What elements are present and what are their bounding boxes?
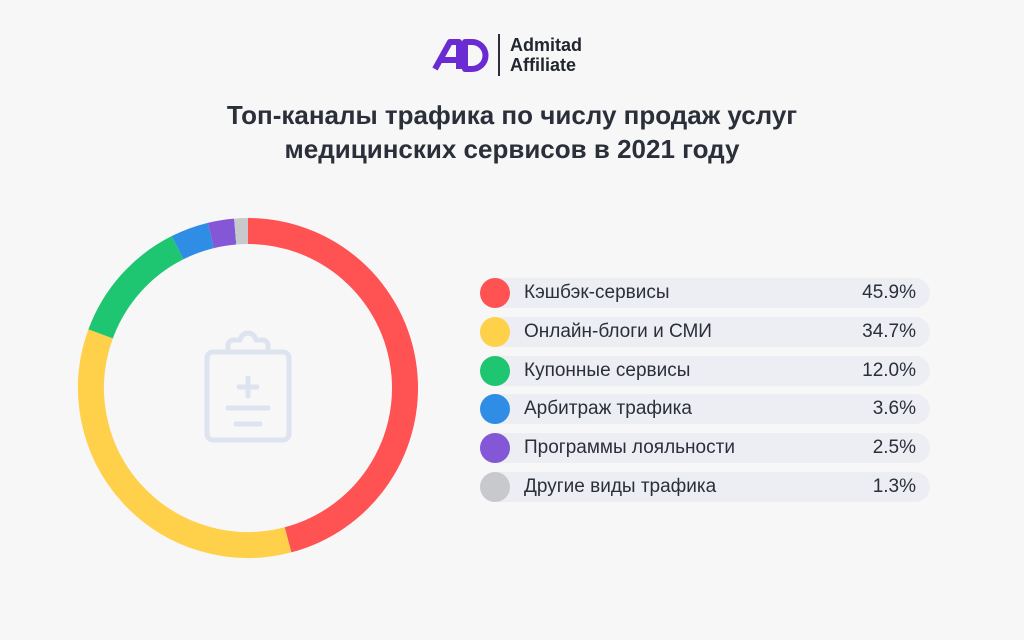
legend-item-4: Программы лояльности 2.5%	[480, 433, 930, 464]
brand-line-2: Affiliate	[510, 55, 577, 75]
legend-color-dot	[480, 278, 510, 308]
donut-slice-2	[88, 236, 184, 339]
legend-item-background	[480, 394, 930, 425]
legend-label: Арбитраж трафика	[524, 398, 692, 420]
legend-item-2: Купонные сервисы 12.0%	[480, 355, 930, 386]
legend-value: 34.7%	[862, 320, 916, 342]
chart-title-line-1: Топ-каналы трафика по числу продаж услуг	[226, 100, 798, 130]
legend-color-dot	[480, 433, 510, 464]
legend-item-background	[480, 316, 930, 347]
donut-slice-1	[78, 329, 292, 558]
legend-item-background	[480, 355, 930, 386]
legend-color-dot	[480, 471, 510, 502]
chart-title-line-2: медицинских сервисов в 2021 году	[284, 134, 740, 164]
legend-value: 2.5%	[872, 437, 916, 459]
legend-label: Программы лояльности	[524, 437, 735, 459]
legend-color-dot	[480, 394, 510, 425]
legend-item-background	[480, 471, 930, 502]
donut-slice-4	[207, 218, 237, 249]
legend-value: 1.3%	[872, 475, 916, 497]
admitad-logo-icon	[432, 39, 489, 72]
donut-slice-0	[247, 218, 418, 553]
donut-slice-5	[234, 218, 249, 245]
medical-clipboard-icon	[204, 330, 292, 443]
logo-divider	[498, 34, 500, 76]
legend-value: 12.0%	[862, 359, 916, 381]
legend-item-0: Кэшбэк-сервисы 45.9%	[480, 278, 930, 308]
logo-text: Admitad Affiliate	[510, 35, 582, 75]
legend-item-background	[480, 278, 930, 308]
legend-item-3: Арбитраж трафика 3.6%	[480, 394, 930, 425]
legend-item-5: Другие виды трафика 1.3%	[480, 471, 930, 502]
legend-value: 45.9%	[862, 282, 916, 303]
legend-label: Другие виды трафика	[524, 475, 717, 497]
brand-line-1: Admitad	[510, 35, 582, 55]
donut-slices	[78, 218, 418, 558]
legend-label: Кэшбэк-сервисы	[524, 282, 670, 303]
legend-label: Онлайн-блоги и СМИ	[524, 320, 712, 342]
legend-item-1: Онлайн-блоги и СМИ 34.7%	[480, 316, 930, 347]
legend-color-dot	[480, 355, 510, 386]
chart-title: Топ-каналы трафика по числу продаж услуг…	[0, 98, 1024, 166]
donut-slice-3	[171, 222, 215, 260]
chart-legend: Кэшбэк-сервисы 45.9% Онлайн-блоги и СМИ 34.…	[480, 278, 930, 511]
admitad-logo: Admitad Affiliate	[432, 34, 582, 76]
legend-label: Купонные сервисы	[524, 359, 691, 381]
legend-color-dot	[480, 316, 510, 347]
legend-item-background	[480, 433, 930, 464]
legend-value: 3.6%	[872, 398, 916, 420]
